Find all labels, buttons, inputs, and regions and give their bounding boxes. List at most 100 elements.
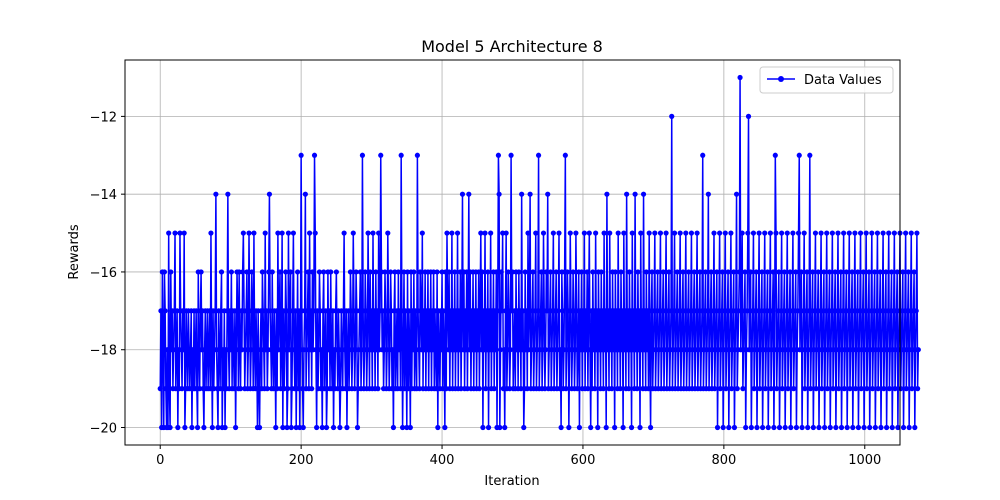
data-point [493,269,499,275]
data-point [666,269,672,275]
data-point [164,347,170,353]
data-point [189,424,195,431]
data-point [172,230,178,236]
data-point [347,269,354,275]
data-point [807,386,814,392]
data-point [793,424,800,431]
data-point [829,230,835,236]
data-point [478,230,484,236]
data-point [574,386,580,392]
data-point [753,269,759,275]
data-point [847,386,853,392]
data-point [874,230,881,236]
data-point [770,269,776,275]
data-point [762,230,768,236]
data-point [886,386,893,392]
data-point [908,230,914,236]
data-point [725,269,731,275]
data-point [762,386,769,392]
data-point [702,269,709,275]
data-point [830,386,836,392]
data-point [341,230,347,236]
data-point [311,152,318,158]
x-tick-label: 800 [711,453,736,468]
data-point [237,386,244,392]
data-point [181,230,187,236]
y-tick-label: −20 [90,422,117,437]
data-point [793,269,799,275]
data-point [836,386,842,392]
data-point [525,230,531,236]
data-point [691,269,697,275]
data-point [677,230,683,236]
data-point [694,230,700,236]
data-point [884,424,890,431]
data-point [300,424,306,431]
data-point [208,230,214,236]
data-point [810,269,816,275]
data-point [609,386,615,392]
data-point [277,269,283,275]
data-point [198,269,204,275]
data-point [441,347,447,353]
data-point [175,424,181,431]
data-point [864,386,870,392]
data-point [382,269,388,275]
data-point [601,230,607,236]
data-point [801,230,807,236]
data-point [279,230,285,236]
data-point [722,230,728,236]
data-point [522,269,528,275]
data-point [869,230,875,236]
data-point [714,269,720,275]
data-point [570,269,576,275]
data-point [246,230,252,236]
x-axis-ticks: 0 200 400 600 800 1000 [156,445,881,468]
data-point [767,230,773,236]
data-point [779,230,785,236]
data-point [595,424,601,431]
data-point [287,269,294,275]
data-point [604,191,610,197]
data-point [576,424,583,431]
data-point [784,230,790,236]
data-point [449,230,455,236]
data-point [267,308,273,314]
data-point [751,386,757,392]
data-point [353,269,359,275]
data-point [319,424,325,431]
data-point [824,386,831,392]
data-point [407,424,413,431]
data-point [909,386,915,392]
data-point [370,230,376,236]
data-point [442,424,448,431]
data-point [779,386,785,392]
data-point [550,230,556,236]
data-point [530,269,536,275]
x-tick-label: 1000 [848,453,881,468]
data-point [872,269,878,275]
data-point [798,269,804,275]
data-point [634,386,640,392]
data-point [615,230,621,236]
legend: Data Values [759,66,894,94]
data-point [612,269,618,275]
data-point [782,424,788,431]
data-point [805,424,811,431]
data-point [900,424,907,431]
data-point [559,308,566,314]
data-point [772,152,778,158]
data-point [638,230,644,236]
data-point [201,424,207,431]
data-point [788,424,794,431]
data-point [866,269,872,275]
data-point [819,386,825,392]
data-point [663,230,669,236]
data-point [593,230,599,236]
data-point [316,269,323,275]
data-point [626,269,633,275]
data-point [686,269,692,275]
data-point [759,269,765,275]
data-point [768,386,774,392]
